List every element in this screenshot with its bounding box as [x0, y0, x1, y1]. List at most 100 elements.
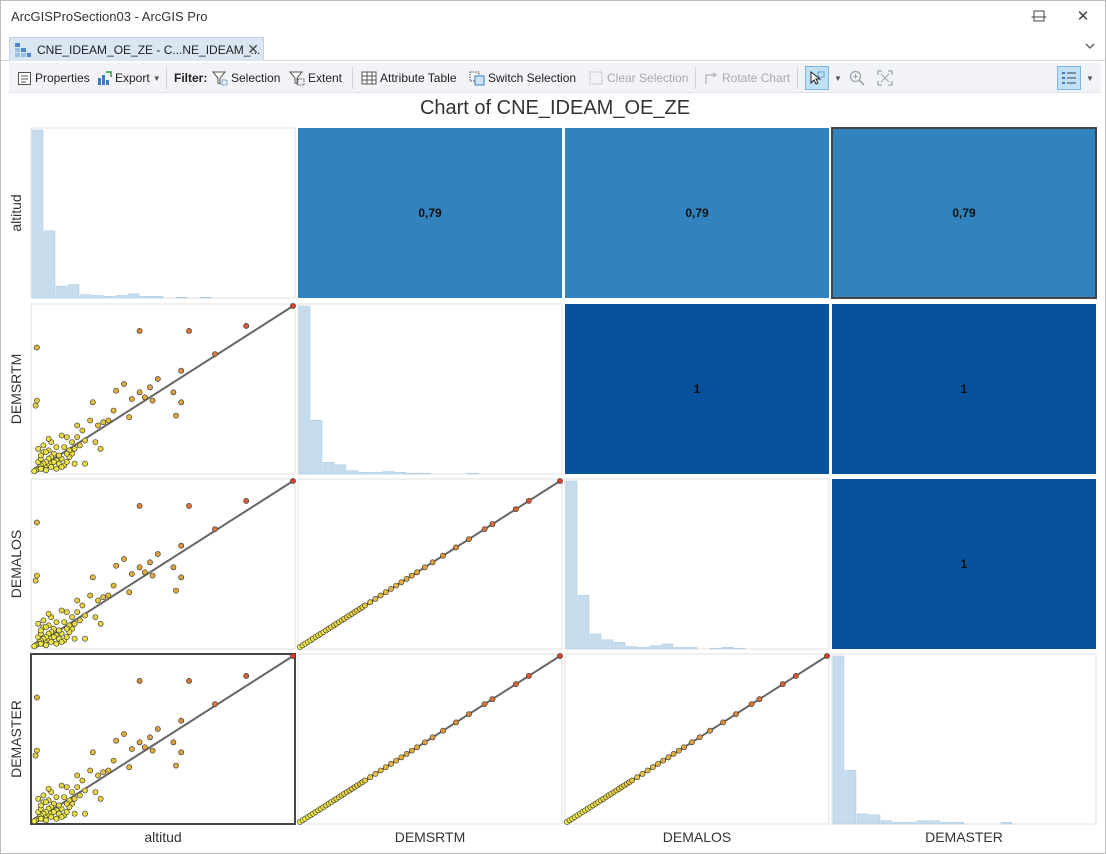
scatter-point [69, 789, 75, 795]
histogram-bar [733, 647, 746, 650]
clear-selection-button[interactable]: Clear Selection [589, 68, 688, 88]
scatter-point [33, 747, 40, 754]
scatter-point [388, 761, 394, 767]
scatter-point [45, 435, 52, 442]
histogram-bar [685, 647, 698, 650]
maximize-button[interactable] [1017, 1, 1061, 31]
scatter-point [681, 744, 687, 751]
properties-label: Properties [35, 71, 90, 85]
scatter-point [398, 754, 405, 761]
close-tab-button[interactable]: ✕ [247, 41, 259, 57]
correlation-cell [832, 304, 1096, 474]
trend-line [32, 480, 294, 648]
scatter-point [136, 327, 143, 334]
zoom-in-button[interactable] [849, 68, 865, 88]
selection-label: Selection [231, 71, 281, 85]
scatter-point [489, 696, 496, 703]
full-extent-button[interactable] [877, 68, 893, 88]
attribute-table-label: Attribute Table [380, 71, 457, 85]
legend-dropdown[interactable]: ▼ [1083, 68, 1094, 88]
scatter-point [71, 635, 78, 642]
rotate-chart-button[interactable]: Rotate Chart [704, 68, 790, 88]
scatter-point [660, 757, 667, 764]
scatter-point [71, 445, 78, 452]
scatter-point [105, 592, 112, 599]
properties-button[interactable]: Properties [17, 68, 90, 88]
scatter-point [429, 559, 436, 566]
chevron-down-icon: ▼ [834, 73, 842, 83]
scatter-point [824, 653, 830, 659]
clear-selection-icon [589, 71, 604, 86]
scatter-point [113, 387, 120, 394]
minimize-button[interactable]: — [1031, 7, 1047, 25]
scatter-point [50, 634, 57, 640]
close-window-button[interactable]: ✕ [1076, 8, 1090, 25]
scatter-point [76, 442, 83, 449]
scatter-point [61, 444, 68, 450]
select-tool-button[interactable] [805, 66, 829, 90]
attribute-table-button[interactable]: Attribute Table [361, 68, 457, 88]
scatter-point [58, 782, 65, 789]
scatter-point [37, 452, 44, 459]
scatter-point [92, 614, 99, 620]
tab-overflow-chevron-icon[interactable] [1085, 41, 1095, 53]
scatter-point [170, 564, 177, 571]
scatter-point [63, 450, 70, 457]
tab-chart[interactable]: CNE_IDEAM_OE_ZE - C...NE_IDEAM_... ✕ [9, 37, 264, 61]
scatter-point [50, 809, 57, 815]
histogram-bar [466, 472, 479, 475]
scatter-point [33, 572, 40, 579]
histogram-bar [565, 480, 578, 650]
scatter-point [212, 351, 218, 357]
histogram-bar [649, 645, 662, 650]
scatter-point [178, 367, 185, 374]
scatter-point [33, 397, 40, 404]
filter-extent-button[interactable]: Extent [289, 68, 342, 88]
scatter-point [136, 389, 143, 396]
scatter-point [33, 519, 40, 526]
scatter-point [69, 614, 75, 620]
scatter-point [121, 381, 127, 387]
scatter-point [43, 449, 49, 455]
legend-toggle-button[interactable] [1057, 66, 1081, 90]
scatter-point [71, 810, 78, 817]
scatter-point [63, 609, 70, 615]
scatter-point [74, 772, 81, 779]
scatter-point [121, 556, 127, 562]
histogram-bar [673, 647, 686, 650]
filter-selection-button[interactable]: Selection [212, 68, 280, 88]
histogram-bar [856, 813, 869, 825]
select-tool-dropdown[interactable]: ▼ [831, 68, 842, 88]
scatter-point [74, 784, 81, 790]
scatter-point [557, 653, 563, 659]
scatter-point [290, 653, 296, 659]
scatter-point [63, 434, 70, 440]
scatter-point [377, 592, 384, 599]
histogram-bar [940, 822, 953, 825]
scatter-point [186, 327, 192, 334]
scatter-matrix[interactable]: Chart of CNE_IDEAM_OE_ZE 0,79 0,79 0,79 1 1 1 a… [9, 94, 1101, 850]
histogram-bar [334, 464, 347, 475]
scatter-point [644, 767, 651, 774]
scatter-point [105, 417, 112, 424]
scatter-point [178, 542, 185, 549]
table-icon [361, 71, 377, 85]
scatter-point [178, 399, 185, 406]
scatter-point [149, 397, 156, 404]
scatter-point [655, 761, 661, 767]
switch-selection-label: Switch Selection [488, 71, 577, 85]
scatter-point [43, 817, 49, 824]
properties-icon [17, 71, 32, 86]
scatter-matrix-chart[interactable]: Chart of CNE_IDEAM_OE_ZE 0,79 0,79 0,79 1 1 1 a… [9, 94, 1101, 850]
switch-selection-button[interactable]: Switch Selection [469, 68, 576, 88]
toolbar-separator [352, 67, 353, 89]
scatter-point [629, 777, 635, 784]
export-button[interactable]: Export ▼ [97, 68, 161, 88]
histogram-bar [880, 820, 893, 825]
scatter-point [173, 587, 179, 594]
scatter-point [56, 627, 62, 634]
scatter-point [100, 594, 107, 601]
histogram-bar [175, 296, 188, 299]
histogram-bar [928, 820, 941, 825]
scatter-point [105, 767, 112, 774]
